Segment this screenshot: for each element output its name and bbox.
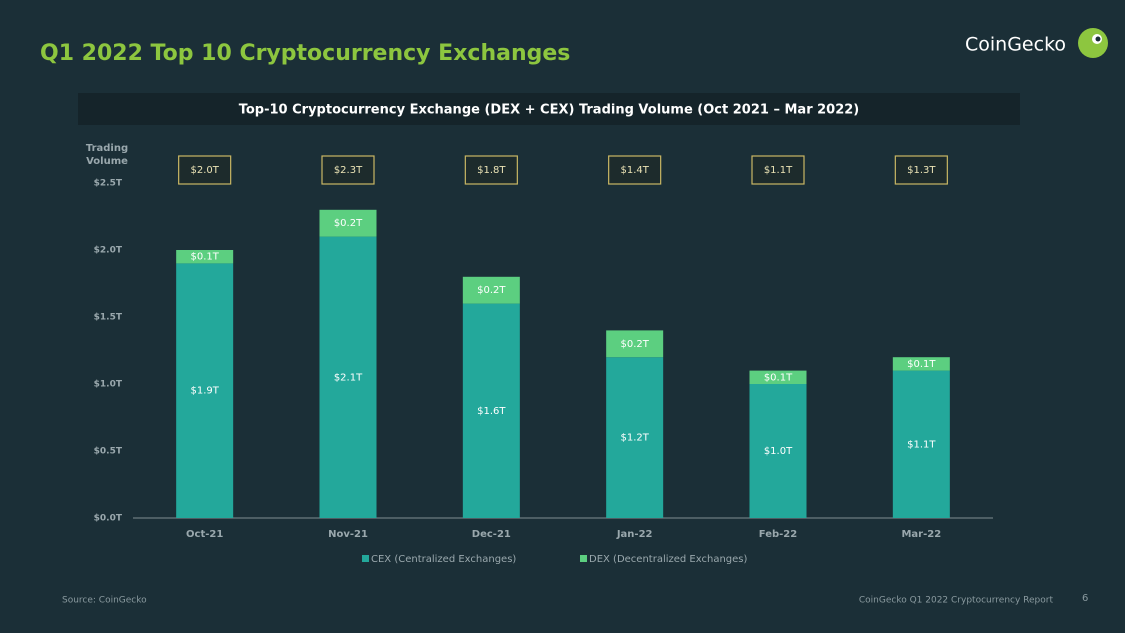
bar-segment	[319, 236, 377, 518]
x-tick-label: Nov-21	[328, 529, 368, 540]
bar-segment	[749, 370, 807, 384]
value-label: $0.1T	[907, 359, 936, 370]
legend-swatch	[362, 555, 369, 562]
value-label: $0.1T	[764, 372, 793, 383]
value-label: $1.1T	[907, 439, 936, 450]
total-box	[178, 155, 232, 185]
logo	[1078, 28, 1108, 58]
y-tick-label: $1.0T	[94, 380, 123, 390]
total-box	[894, 155, 948, 185]
page-number: 6	[1082, 593, 1088, 604]
total-label: $1.4T	[620, 165, 649, 176]
bar-segment	[176, 263, 234, 518]
x-tick-label: Mar-22	[901, 529, 941, 540]
total-label: $1.8T	[477, 165, 506, 176]
total-box	[751, 155, 805, 185]
total-box	[608, 155, 662, 185]
y-tick-label: $2.0T	[94, 246, 123, 256]
bar-segment	[606, 357, 664, 518]
chart-title-bar	[78, 93, 1020, 125]
total-label: $2.3T	[334, 165, 363, 176]
value-label: $1.0T	[764, 446, 793, 457]
bar-segment	[606, 330, 664, 358]
value-label: $1.2T	[620, 433, 649, 444]
legend-label: DEX (Decentralized Exchanges)	[589, 554, 748, 565]
value-label: $0.2T	[477, 285, 506, 296]
report-name: CoinGecko Q1 2022 Cryptocurrency Report	[859, 596, 1054, 606]
brand: CoinGecko	[965, 34, 1066, 56]
y-tick-label: $1.5T	[94, 313, 123, 323]
bar-segment	[319, 209, 377, 237]
x-tick-label: Oct-21	[186, 529, 223, 540]
value-label: $0.2T	[620, 339, 649, 350]
bar-segment	[892, 370, 950, 518]
slide-title: Q1 2022 Top 10 Cryptocurrency Exchanges	[40, 41, 570, 66]
bar-segment	[176, 250, 234, 264]
total-label: $2.0T	[190, 165, 219, 176]
legend-swatch	[580, 555, 587, 562]
logo-pupil	[1095, 36, 1101, 42]
y-tick-label: $2.5T	[94, 179, 123, 189]
x-tick-label: Feb-22	[759, 529, 797, 540]
total-label: $1.1T	[764, 165, 793, 176]
value-label: $0.2T	[334, 218, 363, 229]
chart-title: Top-10 Cryptocurrency Exchange (DEX + CE…	[239, 103, 860, 118]
y-tick-label: $0.0T	[94, 514, 123, 524]
x-tick-label: Dec-21	[472, 529, 511, 540]
y-axis-label: Trading Volume	[85, 143, 129, 167]
value-label: $0.1T	[190, 252, 219, 263]
total-box	[464, 155, 518, 185]
bar-segment	[462, 276, 520, 304]
total-label: $1.3T	[907, 165, 936, 176]
source: Source: CoinGecko	[62, 596, 147, 606]
bar-segment	[462, 303, 520, 518]
total-box	[321, 155, 375, 185]
bar-segment	[749, 384, 807, 518]
bar-segment	[892, 357, 950, 371]
value-label: $2.1T	[334, 372, 363, 383]
value-label: $1.6T	[477, 406, 506, 417]
x-tick-label: Jan-22	[616, 529, 653, 540]
y-tick-label: $0.5T	[94, 447, 123, 457]
legend-label: CEX (Centralized Exchanges)	[371, 554, 516, 565]
value-label: $1.9T	[190, 386, 219, 397]
